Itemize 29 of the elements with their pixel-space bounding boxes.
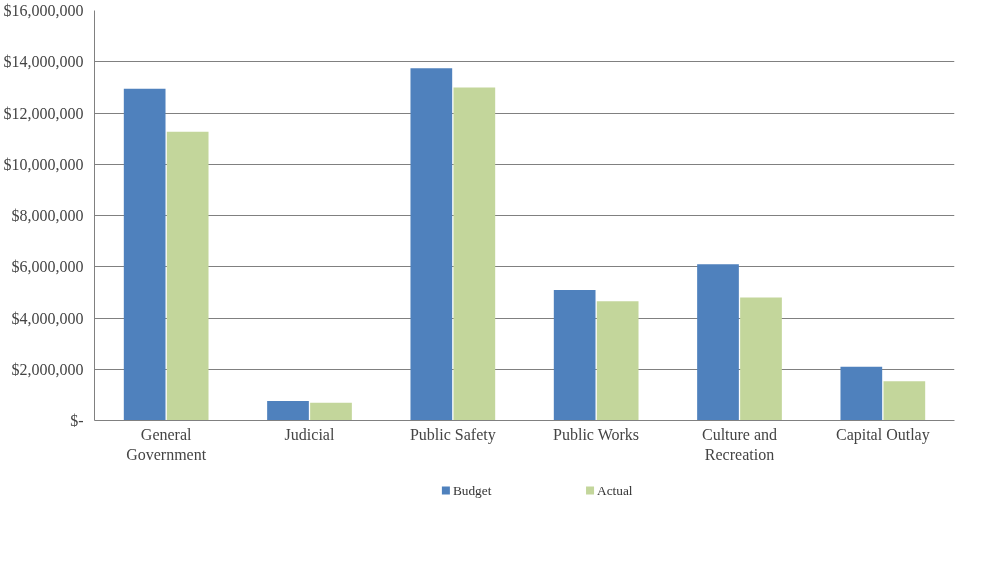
y-tick-label: $-: [70, 412, 84, 429]
y-tick-label: $8,000,000: [11, 207, 84, 224]
legend-label: Actual: [597, 483, 633, 498]
bar: [740, 297, 782, 421]
bar: [840, 366, 883, 421]
y-tick-label: $12,000,000: [3, 104, 84, 122]
x-tick-label: Culture and Recreation: [701, 425, 778, 463]
bar: [697, 264, 739, 421]
bar: [410, 68, 453, 421]
bar: [883, 381, 926, 421]
bar: [553, 290, 596, 421]
x-tick-label: Public Works: [553, 425, 640, 443]
y-tick-label: $4,000,000: [11, 309, 84, 327]
x-tick-label: General Government: [126, 425, 207, 463]
bar: [123, 88, 166, 421]
legend-label: Budget: [452, 483, 492, 498]
y-tick-label: $16,000,000: [3, 2, 84, 19]
y-tick-label: $6,000,000: [11, 258, 84, 276]
bar: [267, 401, 309, 421]
x-tick-label: Capital Outlay: [835, 425, 930, 444]
bar: [166, 131, 209, 421]
y-tick-label: $14,000,000: [3, 53, 84, 71]
x-tick-label: Judicial: [284, 425, 335, 443]
y-tick-label: $2,000,000: [11, 360, 84, 378]
bar: [596, 301, 639, 421]
bar: [453, 87, 496, 421]
x-tick-label: Public Safety: [409, 425, 496, 444]
bar: [310, 402, 352, 421]
y-tick-label: $10,000,000: [3, 155, 84, 173]
